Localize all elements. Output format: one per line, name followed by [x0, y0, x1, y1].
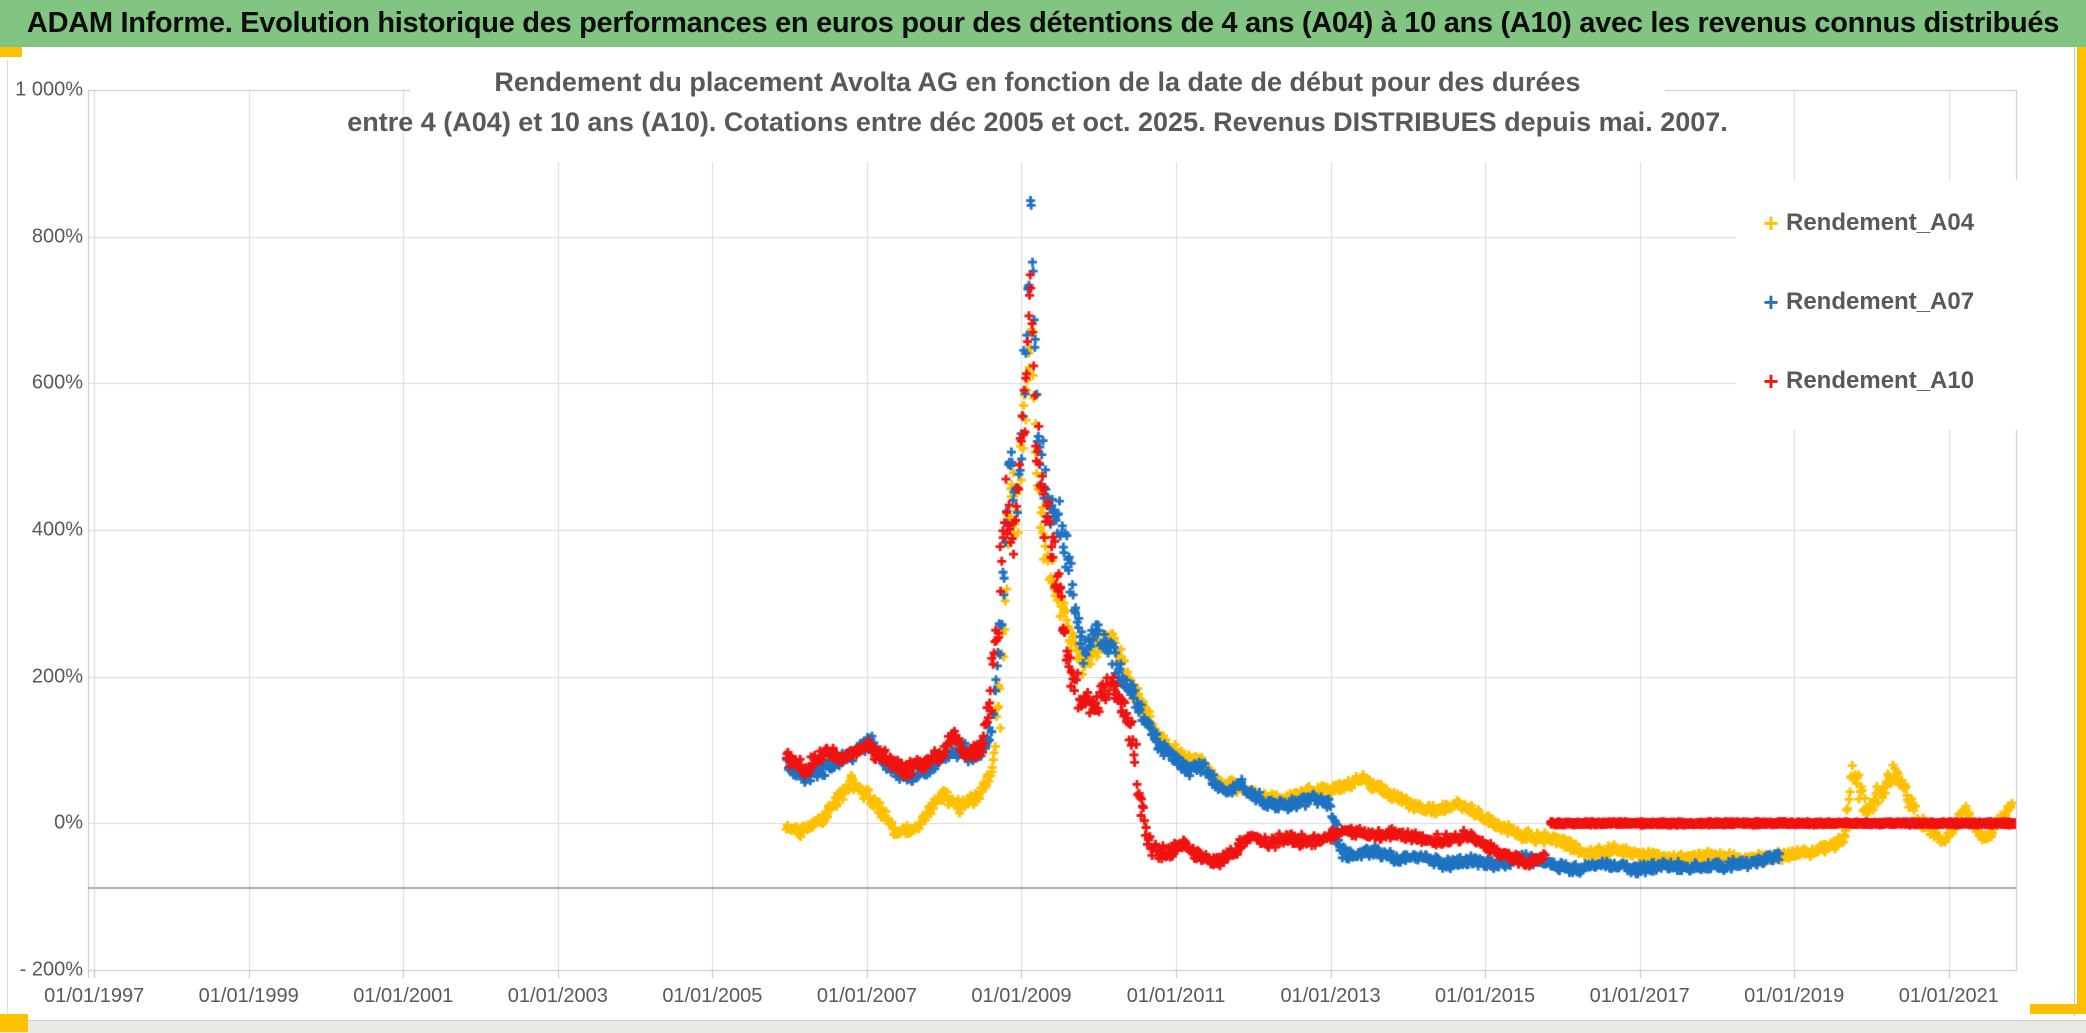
- y-axis-tick-label: 600%: [31, 371, 83, 394]
- x-axis-tick-label: 01/01/2021: [1898, 985, 1999, 1007]
- yellow-accent-top-left: [0, 47, 22, 57]
- y-axis-tick-label: 200%: [31, 665, 83, 688]
- y-axis-tick-label: 0%: [54, 811, 83, 834]
- x-axis-tick-label: 01/01/2001: [353, 985, 454, 1007]
- x-axis-tick-label: 01/01/2011: [1126, 985, 1226, 1007]
- x-axis-tick-label: 01/01/2015: [1435, 985, 1536, 1007]
- yellow-accent-bottom-right: [2030, 1004, 2086, 1014]
- y-axis-tick-label: 800%: [31, 225, 83, 248]
- header-bar: ADAM Informe. Evolution historique des p…: [0, 0, 2086, 47]
- x-axis-tick-label: 01/01/1999: [198, 985, 299, 1007]
- x-axis-tick-label: 01/01/2005: [662, 985, 763, 1007]
- chart-title-line2: entre 4 (A04) et 10 ans (A10). Cotations…: [347, 107, 1728, 137]
- chart-title: Rendement du placement Avolta AG en fonc…: [347, 62, 1728, 162]
- x-axis-tick-label: 01/01/2009: [971, 985, 1072, 1007]
- legend-marker-icon: +: [1763, 287, 1779, 317]
- y-axis-tick-label: 400%: [31, 518, 83, 541]
- yellow-accent-right-strip: [2077, 47, 2086, 1012]
- right-window-border: [2074, 47, 2075, 1016]
- legend-marker-icon: +: [1763, 366, 1779, 396]
- legend-item-label: Rendement_A07: [1786, 288, 1975, 315]
- chart-title-line1: Rendement du placement Avolta AG en fonc…: [494, 67, 1581, 97]
- legend-item-Rendement_A10[interactable]: + Rendement_A10: [1756, 364, 1974, 398]
- x-axis-tick-label: 01/01/1997: [44, 985, 145, 1007]
- x-axis-tick-label: 01/01/2003: [507, 985, 608, 1007]
- header-title: ADAM Informe. Evolution historique des p…: [26, 7, 2060, 39]
- y-axis-tick-label: 1 000%: [15, 78, 83, 101]
- legend-item-Rendement_A07[interactable]: + Rendement_A07: [1756, 285, 1974, 319]
- legend-item-Rendement_A04[interactable]: + Rendement_A04: [1756, 206, 1974, 240]
- yellow-accent-bottom-left: [0, 1014, 28, 1032]
- chart-legend[interactable]: + Rendement_A04 + Rendement_A07 + Rendement_A…: [1736, 180, 2034, 430]
- x-axis-tick-label: 01/01/2019: [1744, 985, 1845, 1007]
- left-window-border: [7, 60, 8, 1016]
- x-axis-tick-label: 01/01/2007: [816, 985, 917, 1007]
- legend-item-label: Rendement_A04: [1786, 209, 1975, 236]
- x-axis-tick-label: 01/01/2017: [1589, 985, 1690, 1007]
- legend-item-label: Rendement_A10: [1786, 367, 1975, 394]
- y-axis-tick-label: - 200%: [19, 958, 83, 981]
- bottom-status-strip: [0, 1020, 2086, 1033]
- x-axis-tick-label: 01/01/2013: [1280, 985, 1381, 1007]
- legend-marker-icon: +: [1763, 208, 1779, 238]
